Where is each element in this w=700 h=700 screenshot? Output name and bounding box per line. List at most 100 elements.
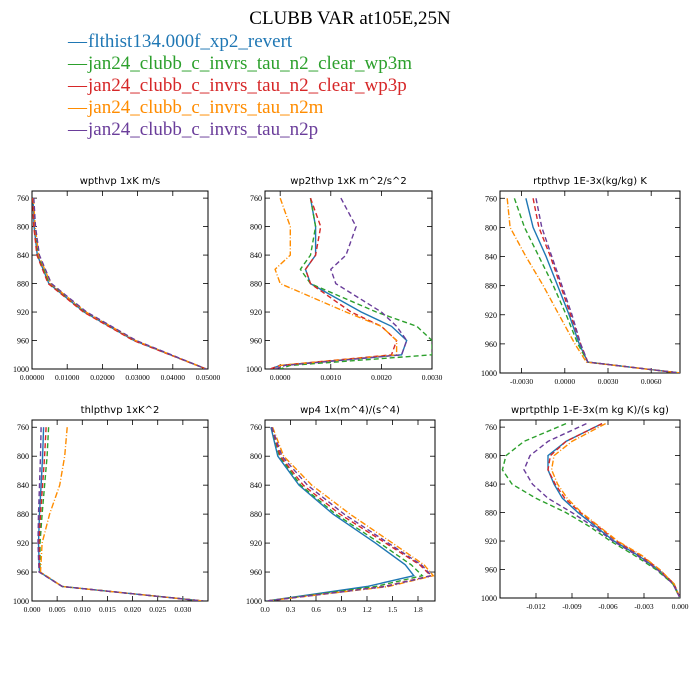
y-tick-label: 960 [17,568,29,577]
x-tick-label: 0.005 [49,605,66,614]
y-tick-label: 880 [485,509,497,518]
series-line [279,197,432,369]
series-line [532,198,680,373]
panel-frame [31,190,209,370]
y-tick-label: 760 [17,423,29,432]
panel-frame [31,419,209,602]
y-tick-label: 1000 [246,365,262,374]
x-tick-label: 0.0 [260,605,270,614]
x-tick-label: 0.00000 [20,373,45,382]
panel-title: wp2thvp 1xK m^2/s^2 [290,176,406,187]
y-tick-label: 1000 [13,597,29,606]
series-line [513,198,680,373]
series-line [32,198,207,369]
x-tick-label: 1.5 [388,605,398,614]
y-tick-label: 760 [250,423,262,432]
x-tick-label: 0.0030 [598,377,619,386]
y-tick-label: 920 [17,308,29,317]
panel-title: wpthvp 1xK m/s [80,176,161,187]
y-tick-label: 880 [17,510,29,519]
series-line [550,422,680,598]
series-line [32,198,207,369]
x-tick-label: 0.05000 [196,373,221,382]
y-tick-label: 760 [17,194,29,203]
series-line [523,422,680,598]
y-tick-label: 960 [485,566,497,575]
y-tick-label: 880 [250,510,262,519]
x-tick-label: 0.0000 [270,373,291,382]
x-tick-label: 0.015 [99,605,116,614]
y-tick-label: 920 [250,539,262,548]
y-tick-label: 840 [250,251,262,260]
y-tick-label: 1000 [13,365,29,374]
y-tick-label: 800 [17,452,29,461]
y-tick-label: 1000 [481,594,497,603]
series-line [266,427,424,601]
series-line [506,198,680,373]
y-tick-label: 960 [250,568,262,577]
panel-frame [499,190,681,374]
panel-frame [499,419,681,599]
x-tick-label: 0.020 [124,605,141,614]
y-tick-label: 1000 [481,369,497,378]
y-tick-label: 800 [485,452,497,461]
y-tick-label: 840 [485,480,497,489]
y-tick-label: 920 [250,308,262,317]
x-tick-label: 0.0020 [371,373,392,382]
y-tick-label: 840 [250,481,262,490]
y-tick-label: 840 [485,253,497,262]
panel-title: wprtpthlp 1-E-3x(m kg K)/(s kg) [511,405,669,416]
x-tick-label: -0.012 [526,602,546,611]
y-tick-label: 800 [485,223,497,232]
y-tick-label: 840 [17,481,29,490]
x-tick-label: 1.2 [362,605,372,614]
series-line [38,427,204,601]
y-tick-label: 880 [17,280,29,289]
panel-frame [264,419,436,602]
legend-item: —flthist134.000f_xp2_revert [68,31,412,53]
x-tick-label: 0.03000 [125,373,150,382]
y-tick-label: 840 [17,251,29,260]
x-tick-label: -0.003 [634,602,654,611]
legend-label: jan24_clubb_c_invrs_tau_n2m [88,97,324,118]
x-tick-label: 0.0060 [641,377,662,386]
legend-item: —jan24_clubb_c_invrs_tau_n2m [68,97,412,119]
x-tick-label: 0.6 [311,605,321,614]
legend: —flthist134.000f_xp2_revert —jan24_clubb… [68,31,412,141]
x-tick-label: -0.009 [562,602,582,611]
legend-item: —jan24_clubb_c_invrs_tau_n2p [68,119,412,141]
x-tick-label: 0.0030 [422,373,443,382]
series-line [269,197,408,369]
series-line [547,422,680,598]
y-tick-label: 800 [17,223,29,232]
legend-label: flthist134.000f_xp2_revert [88,31,293,52]
y-tick-label: 920 [485,537,497,546]
series-line [39,427,204,601]
series-line [266,427,433,601]
series-line [266,426,433,601]
legend-label: jan24_clubb_c_invrs_tau_n2p [88,119,319,140]
x-tick-label: 0.04000 [161,373,186,382]
y-tick-label: 800 [250,452,262,461]
y-tick-label: 960 [250,337,262,346]
series-line [274,197,408,369]
legend-item: —jan24_clubb_c_invrs_tau_n2_clear_wp3p [68,75,412,97]
y-tick-label: 960 [17,337,29,346]
x-tick-label: 0.01000 [55,373,80,382]
legend-label: jan24_clubb_c_invrs_tau_n2_clear_wp3m [88,53,412,74]
y-tick-label: 800 [250,223,262,232]
x-tick-label: 0.0010 [320,373,341,382]
y-tick-label: 960 [485,340,497,349]
x-tick-label: 0.02000 [90,373,115,382]
legend-label: jan24_clubb_c_invrs_tau_n2_clear_wp3p [88,75,407,96]
y-tick-label: 760 [485,194,497,203]
x-tick-label: -0.006 [598,602,618,611]
y-tick-label: 920 [485,311,497,320]
x-tick-label: 0.3 [286,605,296,614]
series-line [269,197,398,369]
series-line [32,198,207,369]
x-tick-label: 0.000 [672,602,689,611]
figure-title: CLUBB VAR at105E,25N [249,8,451,29]
x-tick-label: 0.030 [174,605,191,614]
